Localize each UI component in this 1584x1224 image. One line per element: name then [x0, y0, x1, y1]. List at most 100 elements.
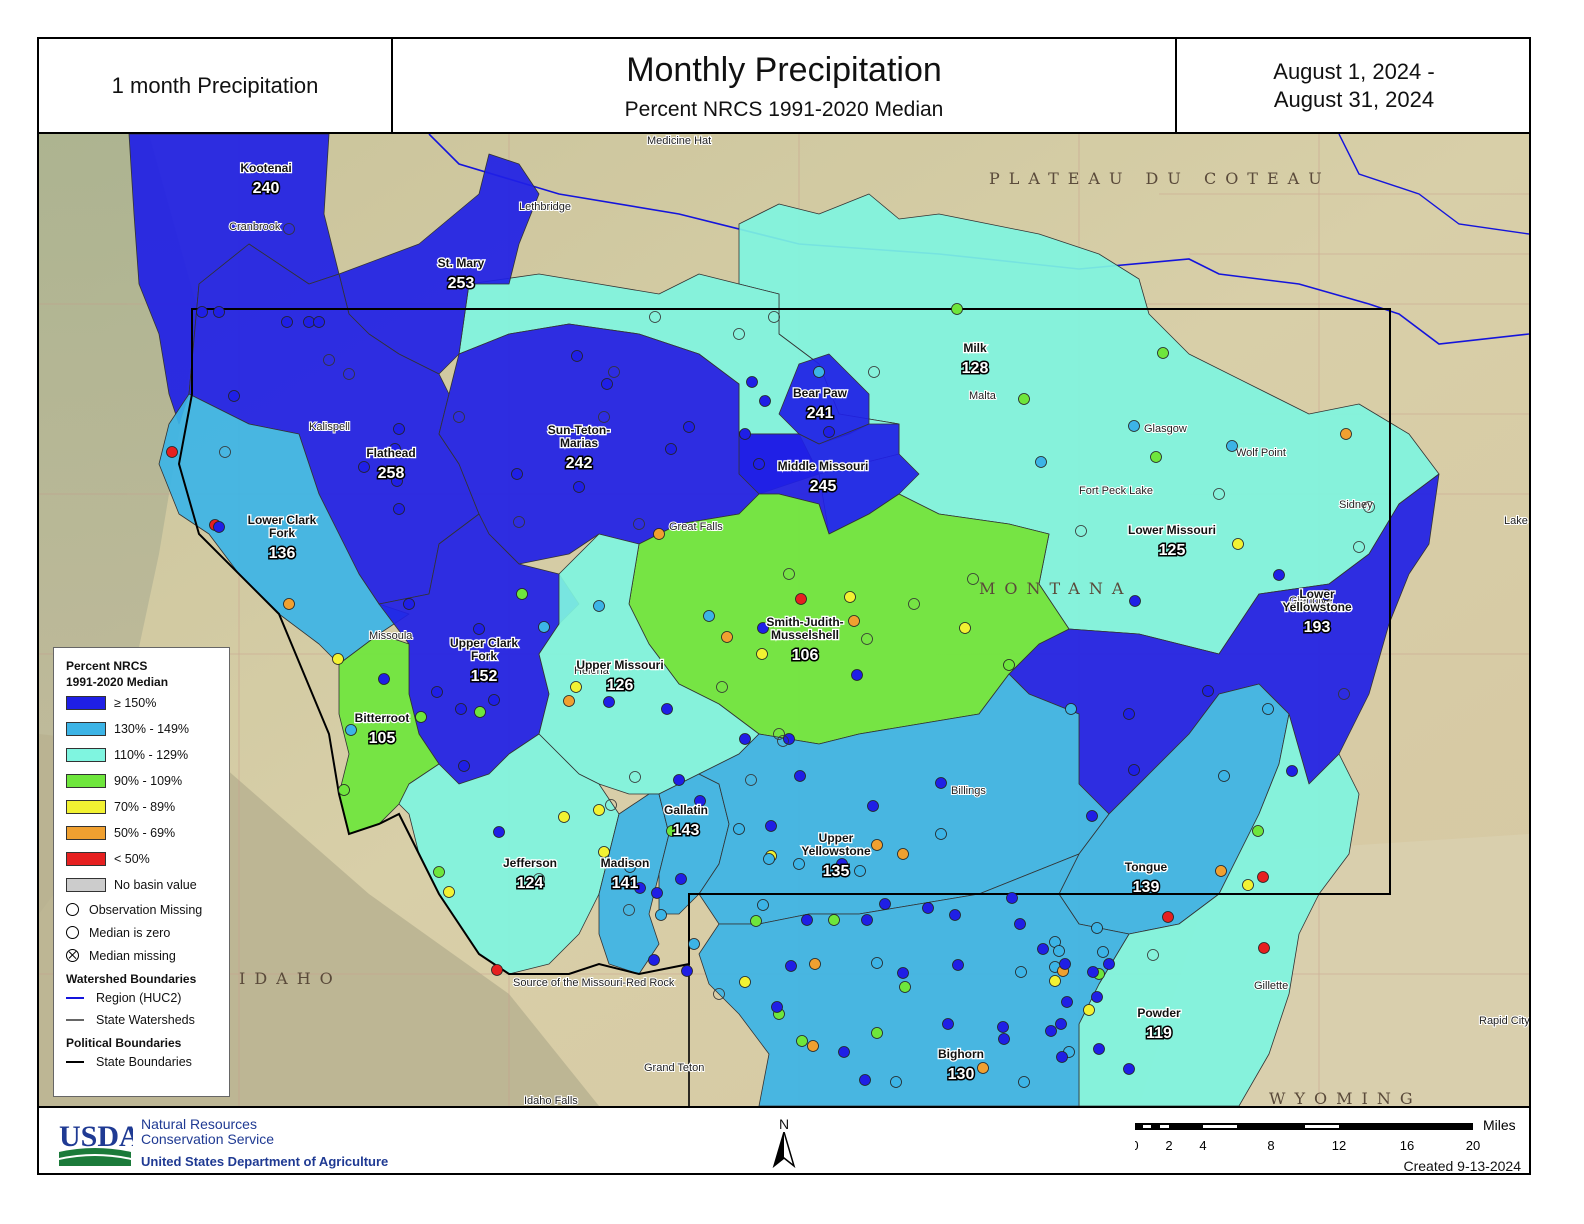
legend-class-label: 50% - 69% [114, 826, 176, 840]
station-dot [765, 820, 777, 832]
station-dot [794, 770, 806, 782]
station-dot [1258, 942, 1270, 954]
station-dot [1252, 825, 1264, 837]
station-dot [491, 964, 503, 976]
station-dot [1123, 1063, 1135, 1075]
station-dot [313, 316, 325, 328]
legend-swatch [66, 852, 106, 866]
basin-label: Jefferson 124 [502, 855, 559, 894]
region-label-plateau: PLATEAU DU COTEAU [989, 169, 1331, 188]
station-missing-dot [283, 223, 295, 235]
place-great-falls: Great Falls [669, 521, 723, 533]
basin-name-label: Marias [560, 436, 598, 450]
station-dot [848, 615, 860, 627]
legend-class-label: 70% - 89% [114, 800, 176, 814]
station-dot [828, 914, 840, 926]
legend-class-row: ≥ 150% [66, 690, 229, 716]
station-dot [935, 777, 947, 789]
legend-obs-missing-label: Observation Missing [89, 902, 203, 917]
basin-name-label: Bighorn [938, 1047, 984, 1061]
basin-value-label: 126 [607, 677, 634, 694]
basin-label: Powder 119 [1136, 1005, 1182, 1044]
place-source-missouri: Source of the Missouri-Red Rock [513, 977, 675, 989]
station-missing-dot [1075, 525, 1087, 537]
station-dot [634, 882, 646, 894]
place-idaho-falls: Idaho Falls [524, 1095, 578, 1106]
basin-label: Milk 128 [960, 340, 990, 379]
basin-name-label: Madison [601, 856, 650, 870]
station-dot [653, 528, 665, 540]
legend-state-watersheds-label: State Watersheds [96, 1013, 195, 1027]
map-header: 1 month Precipitation Monthly Precipitat… [39, 39, 1529, 134]
station-missing-dot [343, 368, 355, 380]
region-label-idaho: IDAHO [239, 969, 342, 988]
station-dot [1129, 595, 1141, 607]
basin-name-label: Jefferson [503, 856, 557, 870]
legend-state-boundaries: State Boundaries [66, 1051, 229, 1073]
station-dot [1128, 420, 1140, 432]
station-dot [977, 1062, 989, 1074]
station-dot [739, 733, 751, 745]
station-dot [807, 1040, 819, 1052]
basin-label: Upper Missouri 126 [575, 657, 665, 696]
station-dot [358, 461, 370, 473]
basin-label-layer: Kootenai 240 St. Mary 253 Flathead 258 Sun-Tet… [239, 160, 1353, 1085]
station-dot [809, 958, 821, 970]
station-dot [838, 1046, 850, 1058]
legend-region-label: Region (HUC2) [96, 991, 182, 1005]
station-missing-dot [219, 446, 231, 458]
station-dot [228, 390, 240, 402]
basin-label: Middle Missouri 245 [776, 458, 869, 497]
agency-name: Natural Resources Conservation Service [141, 1117, 274, 1147]
station-missing-dot [1338, 688, 1350, 700]
station-missing-dot [323, 354, 335, 366]
station-dot [703, 610, 715, 622]
agency-line2: Conservation Service [141, 1131, 275, 1147]
legend-obs-missing: Observation Missing [66, 898, 229, 921]
station-dot [688, 938, 700, 950]
legend-class-label: 110% - 129% [114, 748, 189, 762]
station-dot [675, 873, 687, 885]
map-frame: 1 month Precipitation Monthly Precipitat… [37, 37, 1531, 1175]
basin-name-label: Lower Missouri [1128, 523, 1216, 537]
basin-name-label: Upper [819, 831, 854, 845]
station-dot [844, 591, 856, 603]
station-dot [433, 866, 445, 878]
station-missing-dot [733, 328, 745, 340]
station-dot [750, 915, 762, 927]
station-dot [952, 959, 964, 971]
station-dot [196, 306, 208, 318]
station-dot [871, 957, 883, 969]
basin-value-label: 128 [962, 360, 989, 377]
station-dot [563, 695, 575, 707]
station-dot [851, 669, 863, 681]
north-arrow-icon [772, 1129, 796, 1169]
station-dot [1018, 393, 1030, 405]
station-dot [1015, 966, 1027, 978]
station-dot [665, 443, 677, 455]
station-layer [166, 223, 1375, 1088]
legend-median-missing: Median missing [66, 944, 229, 967]
basin-name-label: Lower [1299, 587, 1335, 601]
station-dot [1093, 1043, 1105, 1055]
station-dot [890, 1076, 902, 1088]
station-dot [393, 503, 405, 515]
legend-median-zero: Median is zero [66, 921, 229, 944]
station-dot [593, 804, 605, 816]
department-name: United States Department of Agriculture [141, 1154, 389, 1169]
station-missing-dot [649, 311, 661, 323]
station-dot [1128, 764, 1140, 776]
station-dot [783, 733, 795, 745]
station-dot [1320, 589, 1332, 601]
basin-value-label: 143 [673, 822, 700, 839]
north-arrow: N [772, 1116, 796, 1173]
basin-name-label: Bitterroot [355, 711, 410, 725]
station-missing-dot [745, 774, 757, 786]
station-missing-dot [633, 518, 645, 530]
date-range-end: August 31, 2024 [1273, 86, 1435, 112]
station-dot [1202, 685, 1214, 697]
station-dot [391, 475, 403, 487]
station-dot [1091, 991, 1103, 1003]
legend-swatch [66, 696, 106, 710]
